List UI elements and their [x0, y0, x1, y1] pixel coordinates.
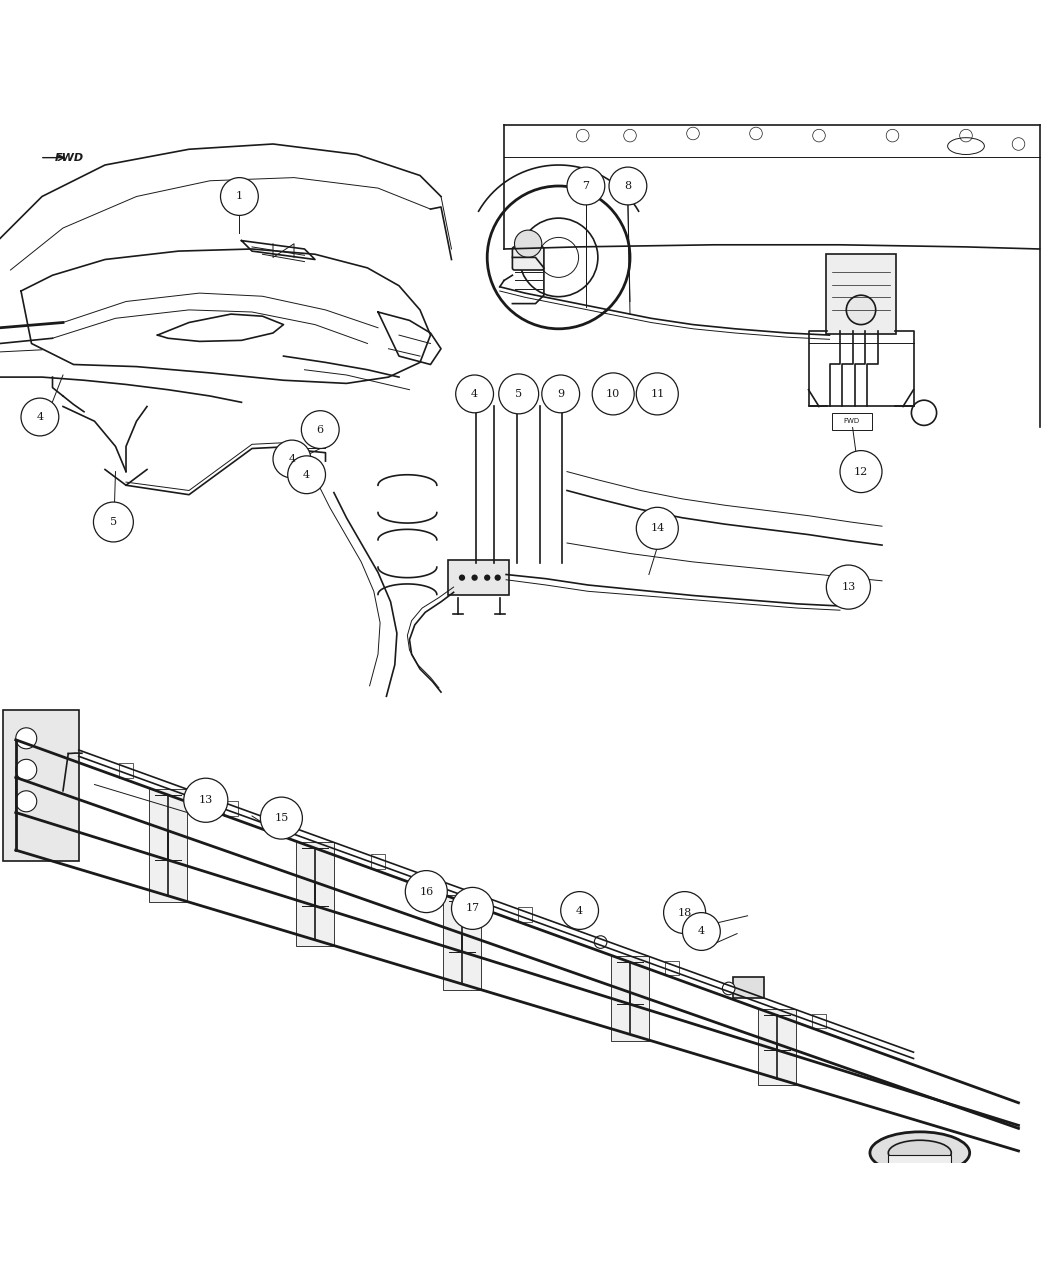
Ellipse shape: [888, 1140, 951, 1165]
Circle shape: [846, 296, 876, 325]
Text: FWD: FWD: [843, 418, 860, 425]
Circle shape: [456, 375, 493, 413]
FancyBboxPatch shape: [888, 1155, 951, 1174]
Text: 13: 13: [841, 583, 856, 592]
Text: 18: 18: [677, 908, 692, 918]
FancyBboxPatch shape: [832, 413, 872, 430]
Text: FWD: FWD: [55, 153, 84, 163]
Circle shape: [484, 575, 490, 581]
Text: 12: 12: [854, 467, 868, 477]
Circle shape: [826, 565, 870, 609]
FancyBboxPatch shape: [119, 762, 133, 778]
Circle shape: [452, 887, 494, 929]
Circle shape: [471, 575, 478, 581]
FancyBboxPatch shape: [518, 908, 532, 922]
FancyBboxPatch shape: [3, 710, 79, 861]
FancyBboxPatch shape: [149, 789, 187, 903]
Circle shape: [16, 728, 37, 748]
Text: 8: 8: [625, 181, 631, 191]
Text: 6: 6: [317, 425, 323, 435]
Circle shape: [664, 891, 706, 933]
FancyBboxPatch shape: [733, 977, 764, 998]
Text: 11: 11: [650, 389, 665, 399]
Circle shape: [567, 167, 605, 205]
Circle shape: [184, 778, 228, 822]
Text: 17: 17: [465, 904, 480, 913]
Circle shape: [495, 575, 501, 581]
Circle shape: [288, 456, 326, 493]
Circle shape: [301, 411, 339, 449]
Circle shape: [21, 398, 59, 436]
Ellipse shape: [869, 1132, 970, 1174]
Circle shape: [594, 936, 607, 949]
Text: 13: 13: [198, 796, 213, 806]
FancyBboxPatch shape: [512, 247, 544, 270]
Circle shape: [609, 167, 647, 205]
Circle shape: [273, 440, 311, 478]
Text: 5: 5: [516, 389, 522, 399]
FancyBboxPatch shape: [448, 560, 509, 595]
FancyBboxPatch shape: [758, 1009, 796, 1085]
Text: 4: 4: [37, 412, 43, 422]
Circle shape: [682, 913, 720, 950]
Circle shape: [16, 790, 37, 812]
Circle shape: [840, 450, 882, 492]
FancyBboxPatch shape: [665, 960, 679, 975]
Text: 9: 9: [558, 389, 564, 399]
Circle shape: [220, 177, 258, 215]
Circle shape: [722, 982, 735, 994]
Text: 4: 4: [698, 927, 705, 937]
Circle shape: [93, 502, 133, 542]
Circle shape: [260, 797, 302, 839]
Text: 5: 5: [110, 516, 117, 527]
Text: 4: 4: [471, 389, 478, 399]
Circle shape: [636, 507, 678, 550]
FancyBboxPatch shape: [296, 842, 334, 946]
Text: 14: 14: [650, 523, 665, 533]
Circle shape: [561, 891, 598, 929]
Circle shape: [459, 575, 465, 581]
Circle shape: [636, 372, 678, 414]
Text: 16: 16: [419, 886, 434, 896]
Circle shape: [542, 375, 580, 413]
Text: 15: 15: [274, 813, 289, 824]
Text: 7: 7: [583, 181, 589, 191]
Circle shape: [514, 230, 542, 258]
Text: 4: 4: [303, 469, 310, 479]
Circle shape: [16, 760, 37, 780]
FancyBboxPatch shape: [812, 1014, 826, 1029]
FancyBboxPatch shape: [611, 956, 649, 1040]
Text: 10: 10: [606, 389, 621, 399]
Text: 4: 4: [289, 454, 295, 464]
Text: 1: 1: [236, 191, 243, 201]
Circle shape: [499, 374, 539, 414]
FancyBboxPatch shape: [826, 254, 896, 334]
FancyBboxPatch shape: [224, 801, 238, 816]
FancyBboxPatch shape: [371, 854, 385, 868]
FancyBboxPatch shape: [443, 895, 481, 991]
Text: 4: 4: [576, 905, 583, 915]
Circle shape: [592, 372, 634, 414]
Circle shape: [405, 871, 447, 913]
